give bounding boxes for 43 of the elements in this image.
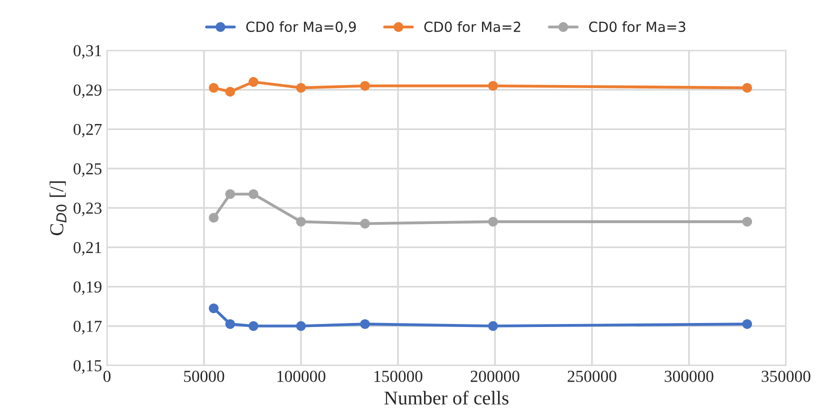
x-tick-label: 150000 bbox=[374, 370, 422, 382]
point bbox=[225, 189, 236, 199]
point bbox=[360, 319, 370, 329]
x-tick-label: 350000 bbox=[762, 370, 810, 382]
point bbox=[208, 303, 219, 314]
legend-label: CD0 for Ma=3 bbox=[589, 21, 686, 32]
y-tick-label: 0,27 bbox=[74, 124, 102, 138]
y-tick-label: 0,17 bbox=[74, 320, 102, 334]
point bbox=[742, 216, 752, 227]
legend-label: CD0 for Ma=2 bbox=[424, 21, 520, 32]
point bbox=[248, 189, 258, 199]
point bbox=[488, 321, 498, 331]
x-tick-label: 200000 bbox=[470, 370, 520, 382]
y-axis-title: C$_{D0}$ [/] bbox=[50, 181, 67, 236]
x-tick-label: 250000 bbox=[568, 370, 616, 382]
legend-label: CD0 for Ma=0,9 bbox=[246, 21, 356, 34]
point bbox=[208, 212, 219, 223]
point bbox=[296, 82, 306, 93]
x-tick-label: 100000 bbox=[277, 370, 326, 382]
point bbox=[296, 216, 306, 227]
y-tick-label: 0,19 bbox=[74, 281, 102, 295]
y-tick-label: 0,29 bbox=[74, 84, 102, 98]
x-tick-label: 50000 bbox=[184, 370, 224, 382]
point bbox=[742, 82, 752, 93]
point bbox=[488, 216, 498, 227]
point bbox=[208, 82, 219, 93]
point bbox=[225, 86, 236, 97]
x-tick-label: 300000 bbox=[664, 370, 714, 382]
point bbox=[360, 218, 370, 229]
point bbox=[225, 319, 236, 329]
point bbox=[488, 80, 498, 91]
y-tick-label: 0,15 bbox=[74, 360, 102, 374]
y-tick-label: 0,23 bbox=[74, 202, 102, 216]
point bbox=[248, 321, 258, 331]
point bbox=[296, 321, 306, 331]
point bbox=[742, 319, 752, 329]
y-tick-label: 0,25 bbox=[74, 163, 102, 177]
x-axis-title: Number of cells bbox=[384, 390, 508, 405]
point bbox=[360, 80, 370, 91]
point bbox=[248, 77, 258, 87]
y-tick-label: 0,21 bbox=[74, 242, 102, 256]
x-tick-label: 0 bbox=[103, 370, 111, 382]
y-tick-label: 0,31 bbox=[74, 45, 102, 59]
